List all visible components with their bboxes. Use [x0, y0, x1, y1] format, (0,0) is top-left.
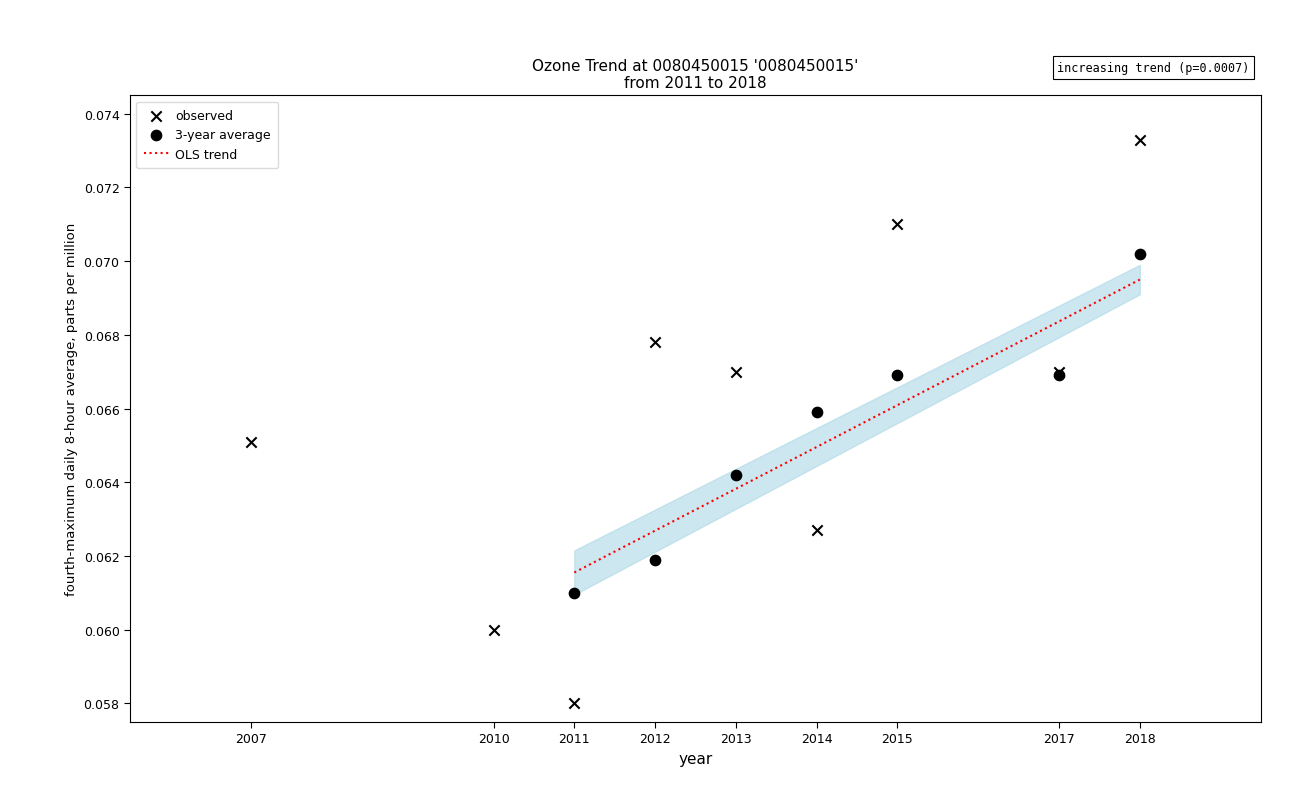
OLS trend	[567, 568, 582, 577]
Line: OLS trend: OLS trend	[575, 280, 1140, 573]
observed	[806, 524, 827, 537]
3-year average	[725, 469, 746, 482]
Legend: observed, 3-year average, OLS trend: observed, 3-year average, OLS trend	[136, 103, 278, 169]
Title: Ozone Trend at 0080450015 '0080450015'
from 2011 to 2018: Ozone Trend at 0080450015 '0080450015' f…	[532, 59, 859, 91]
OLS trend	[1084, 301, 1100, 310]
OLS trend	[601, 550, 616, 560]
X-axis label: year: year	[679, 751, 712, 766]
observed	[887, 219, 907, 232]
Y-axis label: fourth-maximum daily 8-hour average, parts per million: fourth-maximum daily 8-hour average, par…	[65, 223, 78, 595]
OLS trend	[718, 490, 733, 500]
3-year average	[806, 407, 827, 419]
OLS trend	[672, 513, 688, 523]
OLS trend	[1132, 275, 1148, 285]
observed	[484, 623, 504, 636]
observed	[240, 435, 261, 448]
observed	[1130, 134, 1150, 147]
observed	[1049, 366, 1070, 379]
observed	[725, 366, 746, 379]
OLS trend	[1104, 290, 1119, 300]
3-year average	[1130, 248, 1150, 261]
observed	[564, 697, 585, 710]
3-year average	[887, 370, 907, 383]
3-year average	[1049, 370, 1070, 383]
3-year average	[564, 586, 585, 599]
observed	[645, 336, 666, 349]
OLS trend	[589, 557, 604, 566]
3-year average	[645, 553, 666, 566]
Text: increasing trend (p=0.0007): increasing trend (p=0.0007)	[1057, 62, 1249, 75]
